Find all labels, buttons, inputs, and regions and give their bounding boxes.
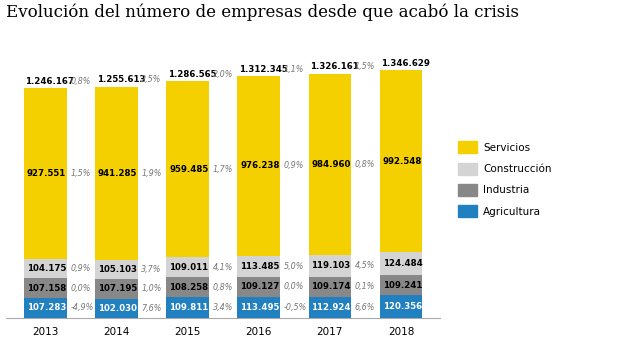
Text: -0,5%: -0,5% bbox=[284, 303, 307, 312]
Text: 109.241: 109.241 bbox=[383, 281, 422, 290]
Text: 1.346.629: 1.346.629 bbox=[381, 59, 430, 68]
Text: 1,7%: 1,7% bbox=[213, 165, 233, 174]
Text: 1,9%: 1,9% bbox=[141, 169, 162, 178]
Bar bbox=[95, 279, 138, 299]
Bar bbox=[24, 278, 67, 298]
Bar bbox=[237, 277, 280, 297]
Text: 3,7%: 3,7% bbox=[141, 265, 162, 274]
Bar bbox=[309, 255, 352, 277]
Text: 1,1%: 1,1% bbox=[284, 65, 304, 74]
Text: 112.924: 112.924 bbox=[311, 303, 351, 312]
Text: 109.174: 109.174 bbox=[311, 282, 351, 291]
Text: 927.551: 927.551 bbox=[27, 169, 66, 178]
Text: 107.195: 107.195 bbox=[98, 284, 137, 294]
Bar bbox=[309, 297, 352, 318]
Text: 1,5%: 1,5% bbox=[70, 169, 91, 178]
Text: 976.238: 976.238 bbox=[241, 162, 280, 171]
Text: 107.158: 107.158 bbox=[27, 283, 66, 292]
Text: 1,0%: 1,0% bbox=[141, 284, 162, 294]
Text: 1.326.161: 1.326.161 bbox=[310, 62, 359, 72]
Legend: Servicios, Construcción, Industria, Agricultura: Servicios, Construcción, Industria, Agri… bbox=[454, 137, 556, 222]
Text: 959.485: 959.485 bbox=[169, 165, 208, 174]
Text: -4,9%: -4,9% bbox=[70, 303, 94, 312]
Bar bbox=[95, 87, 138, 260]
Bar bbox=[309, 277, 352, 297]
Text: 109.011: 109.011 bbox=[169, 263, 208, 272]
Text: 102.030: 102.030 bbox=[98, 304, 137, 313]
Text: 984.960: 984.960 bbox=[311, 160, 351, 169]
Text: 109.127: 109.127 bbox=[241, 282, 280, 291]
Bar bbox=[237, 76, 280, 256]
Text: 1.255.613: 1.255.613 bbox=[97, 75, 145, 84]
Bar bbox=[24, 298, 67, 318]
Text: 0,0%: 0,0% bbox=[70, 283, 91, 292]
Text: 109.811: 109.811 bbox=[169, 303, 208, 312]
Bar bbox=[237, 256, 280, 277]
Bar bbox=[95, 260, 138, 279]
Text: Evolución del número de empresas desde que acabó la crisis: Evolución del número de empresas desde q… bbox=[6, 3, 519, 21]
Bar bbox=[237, 297, 280, 318]
Text: 0,9%: 0,9% bbox=[284, 162, 304, 171]
Text: 0,8%: 0,8% bbox=[70, 77, 91, 86]
Text: 941.285: 941.285 bbox=[98, 169, 138, 178]
Text: 6,6%: 6,6% bbox=[355, 303, 375, 312]
Text: 0,8%: 0,8% bbox=[213, 283, 233, 292]
Text: 113.495: 113.495 bbox=[241, 303, 280, 312]
Text: 104.175: 104.175 bbox=[27, 264, 66, 273]
Bar bbox=[24, 259, 67, 278]
Bar bbox=[309, 74, 352, 255]
Text: 119.103: 119.103 bbox=[311, 261, 351, 270]
Text: 1.246.167: 1.246.167 bbox=[25, 77, 74, 86]
Bar bbox=[166, 258, 209, 277]
Text: 4,1%: 4,1% bbox=[213, 263, 233, 272]
Bar bbox=[166, 297, 209, 318]
Bar bbox=[166, 81, 209, 258]
Text: 0,0%: 0,0% bbox=[284, 282, 304, 291]
Text: 1.286.565: 1.286.565 bbox=[167, 70, 216, 79]
Text: 5,0%: 5,0% bbox=[284, 262, 304, 271]
Text: 2,5%: 2,5% bbox=[141, 75, 162, 84]
Text: 108.258: 108.258 bbox=[169, 283, 208, 292]
Text: 120.356: 120.356 bbox=[383, 302, 422, 311]
Text: 113.485: 113.485 bbox=[241, 262, 280, 271]
Bar bbox=[166, 277, 209, 297]
Bar bbox=[24, 88, 67, 259]
Bar bbox=[379, 252, 422, 275]
Text: 105.103: 105.103 bbox=[98, 265, 137, 274]
Text: 7,6%: 7,6% bbox=[141, 304, 162, 313]
Text: 992.548: 992.548 bbox=[383, 157, 422, 166]
Text: 124.484: 124.484 bbox=[383, 259, 422, 268]
Text: 0,8%: 0,8% bbox=[355, 160, 375, 169]
Text: 3,4%: 3,4% bbox=[213, 303, 233, 312]
Text: 0,9%: 0,9% bbox=[70, 264, 91, 273]
Text: 4,5%: 4,5% bbox=[355, 261, 375, 270]
Text: 0,1%: 0,1% bbox=[355, 282, 375, 291]
Bar bbox=[379, 296, 422, 318]
Bar bbox=[379, 70, 422, 252]
Text: 107.283: 107.283 bbox=[27, 303, 66, 312]
Text: 2,0%: 2,0% bbox=[213, 70, 233, 79]
Bar bbox=[95, 299, 138, 318]
Text: 1.312.345: 1.312.345 bbox=[239, 65, 288, 74]
Text: 1,5%: 1,5% bbox=[355, 62, 375, 72]
Bar bbox=[379, 275, 422, 296]
